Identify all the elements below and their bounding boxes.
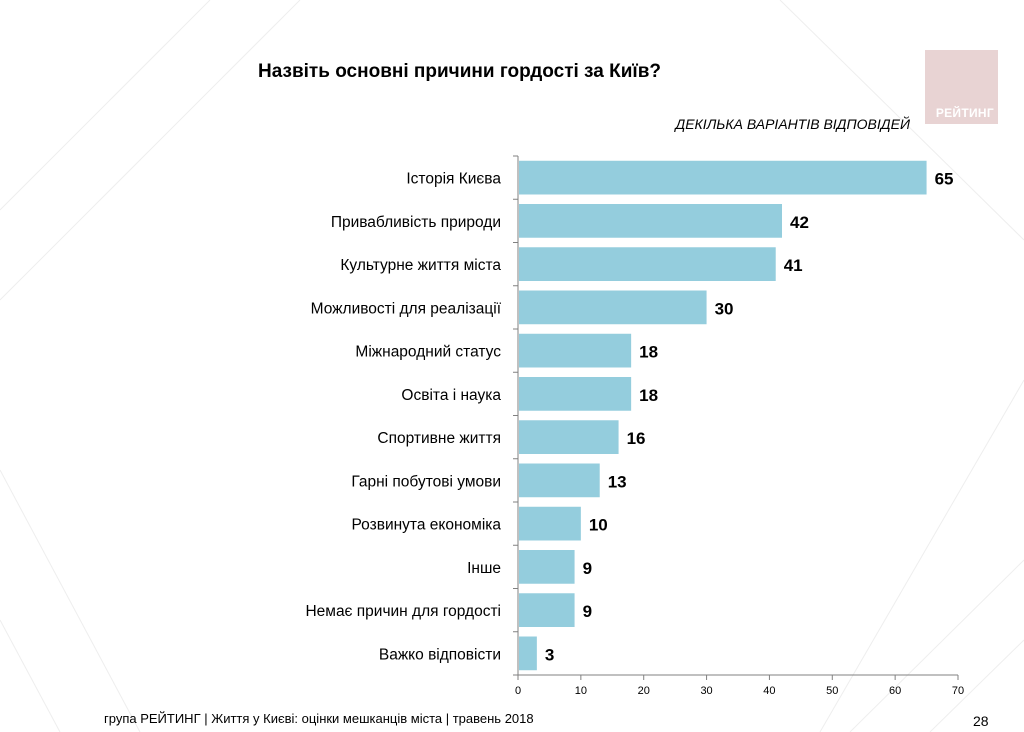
bar xyxy=(519,636,537,671)
category-label: Гарні побутові умови xyxy=(351,473,501,490)
x-tick-label: 10 xyxy=(575,685,587,697)
footer-source: група РЕЙТИНГ | Життя у Києві: оцінки ме… xyxy=(104,711,534,726)
bar xyxy=(519,160,927,195)
data-label: 9 xyxy=(583,602,592,621)
chart-subtitle: ДЕКІЛЬКА ВАРІАНТІВ ВІДПОВІДЕЙ xyxy=(675,116,910,132)
data-label: 10 xyxy=(589,516,608,535)
data-label: 13 xyxy=(608,472,627,491)
category-label: Спортивне життя xyxy=(377,430,501,447)
data-label: 16 xyxy=(627,429,646,448)
category-label: Історія Києва xyxy=(406,171,501,188)
chart-title: Назвіть основні причини гордості за Київ… xyxy=(258,61,662,82)
data-label: 41 xyxy=(784,256,803,275)
category-label: Інше xyxy=(467,560,501,577)
data-label: 18 xyxy=(639,386,658,405)
bar xyxy=(519,333,632,368)
logo-text: РЕЙТИНГ xyxy=(935,106,994,120)
data-label: 65 xyxy=(935,170,954,189)
category-label: Немає причин для гордості xyxy=(305,603,501,620)
data-label: 42 xyxy=(790,213,809,232)
x-tick-label: 70 xyxy=(952,685,964,697)
bar xyxy=(519,506,581,541)
rating-logo: РЕЙТИНГ xyxy=(925,50,998,124)
bar xyxy=(519,420,619,454)
x-tick-label: 30 xyxy=(700,685,712,697)
category-label: Міжнародний статус xyxy=(355,344,501,361)
bar xyxy=(519,463,600,498)
data-label: 18 xyxy=(639,343,658,362)
bar xyxy=(519,290,707,325)
category-label: Важко відповісти xyxy=(379,646,501,663)
category-label: Можливості для реалізації xyxy=(311,300,502,317)
bar xyxy=(519,550,575,584)
x-tick-label: 20 xyxy=(638,685,650,697)
x-tick-label: 50 xyxy=(826,685,838,697)
category-label: Культурне життя міста xyxy=(340,257,501,274)
data-label: 9 xyxy=(583,559,592,578)
category-label: Розвинута економіка xyxy=(352,517,502,534)
bar xyxy=(519,593,575,627)
data-label: 30 xyxy=(715,299,734,318)
x-tick-label: 60 xyxy=(889,685,901,697)
category-label: Привабливість природи xyxy=(331,214,501,231)
data-label: 3 xyxy=(545,645,554,664)
bar xyxy=(519,204,782,238)
x-tick-label: 0 xyxy=(515,685,521,697)
bar xyxy=(519,377,632,411)
page-number: 28 xyxy=(973,713,989,729)
bar xyxy=(519,247,776,281)
x-tick-label: 40 xyxy=(763,685,775,697)
category-label: Освіта і наука xyxy=(401,387,501,404)
